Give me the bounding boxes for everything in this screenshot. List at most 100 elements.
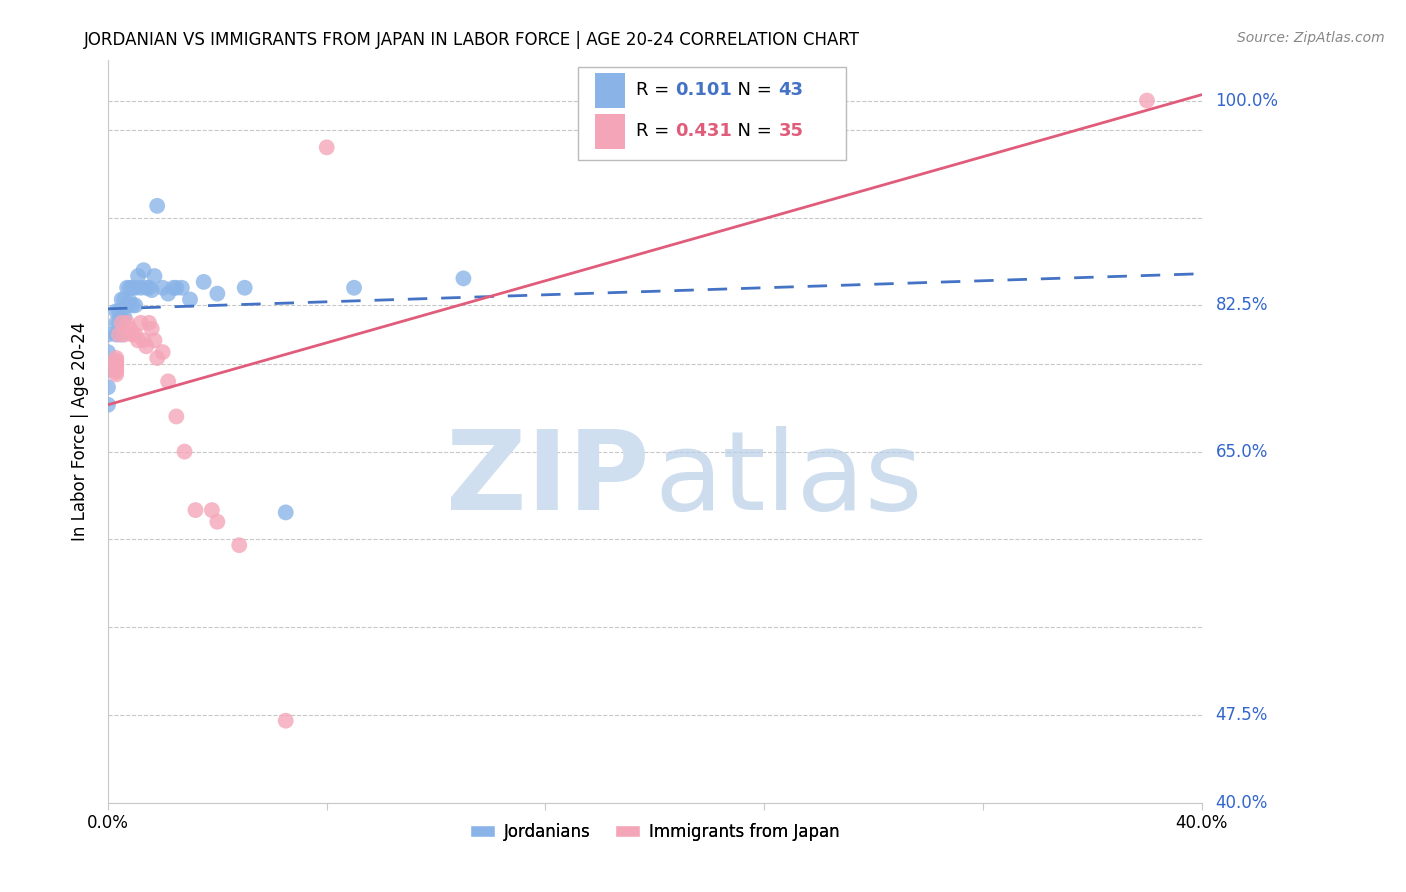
Text: 40.0%: 40.0%	[1216, 794, 1268, 812]
Point	[105, 351, 128, 365]
Point	[129, 281, 152, 295]
FancyBboxPatch shape	[578, 67, 846, 160]
Point	[132, 263, 155, 277]
Point	[138, 316, 160, 330]
Text: 35: 35	[779, 122, 803, 140]
Text: 47.5%: 47.5%	[1216, 706, 1268, 723]
Point	[108, 304, 131, 318]
Point	[111, 293, 134, 307]
Point	[97, 398, 120, 412]
Point	[157, 375, 180, 389]
Point	[105, 304, 128, 318]
Point	[97, 327, 120, 342]
Point	[127, 268, 149, 283]
Point	[132, 334, 155, 348]
Point	[105, 327, 128, 342]
Point	[143, 334, 166, 348]
Point	[105, 360, 128, 375]
Point	[111, 310, 134, 324]
Text: 0.101: 0.101	[676, 81, 733, 99]
Point	[124, 327, 146, 342]
Point	[173, 444, 195, 458]
Point	[141, 283, 163, 297]
Point	[115, 316, 138, 330]
Text: N =: N =	[725, 81, 778, 99]
Point	[152, 281, 174, 295]
Point	[228, 538, 250, 552]
Point	[157, 286, 180, 301]
Point	[179, 293, 201, 307]
Point	[1136, 94, 1159, 108]
Point	[115, 298, 138, 312]
Point	[184, 503, 207, 517]
Text: ZIP: ZIP	[446, 425, 650, 533]
Point	[97, 380, 120, 394]
Point	[146, 199, 169, 213]
Point	[118, 322, 141, 336]
Point	[129, 316, 152, 330]
Point	[97, 345, 120, 359]
Point	[118, 281, 141, 295]
Point	[127, 334, 149, 348]
Point	[105, 362, 128, 376]
Point	[207, 286, 229, 301]
Text: 43: 43	[779, 81, 803, 99]
FancyBboxPatch shape	[595, 72, 626, 108]
Point	[146, 351, 169, 365]
Text: 65.0%: 65.0%	[1216, 442, 1268, 460]
Point	[112, 293, 135, 307]
Point	[453, 271, 475, 285]
Text: R =: R =	[637, 122, 675, 140]
Point	[274, 714, 297, 728]
Legend: Jordanians, Immigrants from Japan: Jordanians, Immigrants from Japan	[464, 816, 846, 847]
Point	[105, 365, 128, 379]
Point	[343, 281, 366, 295]
Point	[105, 356, 128, 370]
Point	[740, 94, 762, 108]
Point	[105, 316, 128, 330]
Point	[138, 281, 160, 295]
Point	[233, 281, 256, 295]
Point	[105, 353, 128, 368]
Point	[193, 275, 215, 289]
Text: N =: N =	[725, 122, 778, 140]
Text: 100.0%: 100.0%	[1216, 92, 1278, 110]
Point	[315, 140, 337, 154]
Point	[162, 281, 184, 295]
Point	[115, 281, 138, 295]
Point	[112, 327, 135, 342]
Point	[105, 368, 128, 382]
Point	[201, 503, 224, 517]
Point	[118, 294, 141, 309]
Point	[124, 281, 146, 295]
Point	[165, 281, 187, 295]
Point	[165, 409, 187, 424]
Point	[152, 345, 174, 359]
Point	[121, 327, 143, 342]
Point	[143, 268, 166, 283]
Point	[108, 316, 131, 330]
Point	[207, 515, 229, 529]
Text: JORDANIAN VS IMMIGRANTS FROM JAPAN IN LABOR FORCE | AGE 20-24 CORRELATION CHART: JORDANIAN VS IMMIGRANTS FROM JAPAN IN LA…	[84, 31, 860, 49]
Point	[124, 298, 146, 312]
Point	[105, 358, 128, 372]
Y-axis label: In Labor Force | Age 20-24: In Labor Force | Age 20-24	[72, 321, 89, 541]
Point	[108, 327, 131, 342]
Point	[141, 322, 163, 336]
Point	[121, 281, 143, 295]
FancyBboxPatch shape	[595, 113, 626, 149]
Point	[97, 362, 120, 376]
Point	[111, 316, 134, 330]
Point	[170, 281, 193, 295]
Point	[274, 505, 297, 519]
Text: Source: ZipAtlas.com: Source: ZipAtlas.com	[1237, 31, 1385, 45]
Point	[112, 310, 135, 324]
Text: atlas: atlas	[655, 425, 924, 533]
Point	[111, 327, 134, 342]
Text: 82.5%: 82.5%	[1216, 296, 1268, 314]
Text: 0.431: 0.431	[676, 122, 733, 140]
Point	[135, 339, 157, 353]
Point	[121, 298, 143, 312]
Text: R =: R =	[637, 81, 675, 99]
Point	[135, 281, 157, 295]
